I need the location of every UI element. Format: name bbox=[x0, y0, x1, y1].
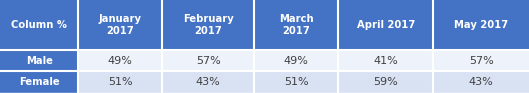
Bar bbox=[338, 50, 433, 71]
Text: February
2017: February 2017 bbox=[183, 14, 233, 36]
Bar bbox=[162, 0, 254, 50]
Bar bbox=[338, 0, 433, 50]
Text: 57%: 57% bbox=[469, 56, 494, 66]
Text: 51%: 51% bbox=[284, 77, 308, 87]
Bar bbox=[254, 0, 338, 50]
Bar bbox=[78, 50, 162, 71]
Bar bbox=[433, 50, 529, 71]
Text: 49%: 49% bbox=[107, 56, 133, 66]
Text: April 2017: April 2017 bbox=[357, 20, 415, 30]
Text: Column %: Column % bbox=[11, 20, 67, 30]
Bar bbox=[433, 71, 529, 93]
Bar bbox=[162, 71, 254, 93]
Text: 57%: 57% bbox=[196, 56, 221, 66]
Bar bbox=[0, 50, 78, 71]
Text: March
2017: March 2017 bbox=[279, 14, 314, 36]
Bar bbox=[254, 71, 338, 93]
Text: May 2017: May 2017 bbox=[454, 20, 508, 30]
Text: Female: Female bbox=[19, 77, 59, 87]
Bar bbox=[0, 0, 78, 50]
Text: January
2017: January 2017 bbox=[98, 14, 142, 36]
Text: 43%: 43% bbox=[469, 77, 494, 87]
Bar bbox=[162, 50, 254, 71]
Bar bbox=[78, 0, 162, 50]
Bar bbox=[254, 50, 338, 71]
Text: 59%: 59% bbox=[373, 77, 398, 87]
Text: 41%: 41% bbox=[373, 56, 398, 66]
Text: Male: Male bbox=[26, 56, 52, 66]
Bar bbox=[78, 71, 162, 93]
Bar bbox=[0, 71, 78, 93]
Text: 43%: 43% bbox=[196, 77, 221, 87]
Bar bbox=[433, 0, 529, 50]
Text: 49%: 49% bbox=[284, 56, 309, 66]
Text: 51%: 51% bbox=[108, 77, 132, 87]
Bar bbox=[338, 71, 433, 93]
